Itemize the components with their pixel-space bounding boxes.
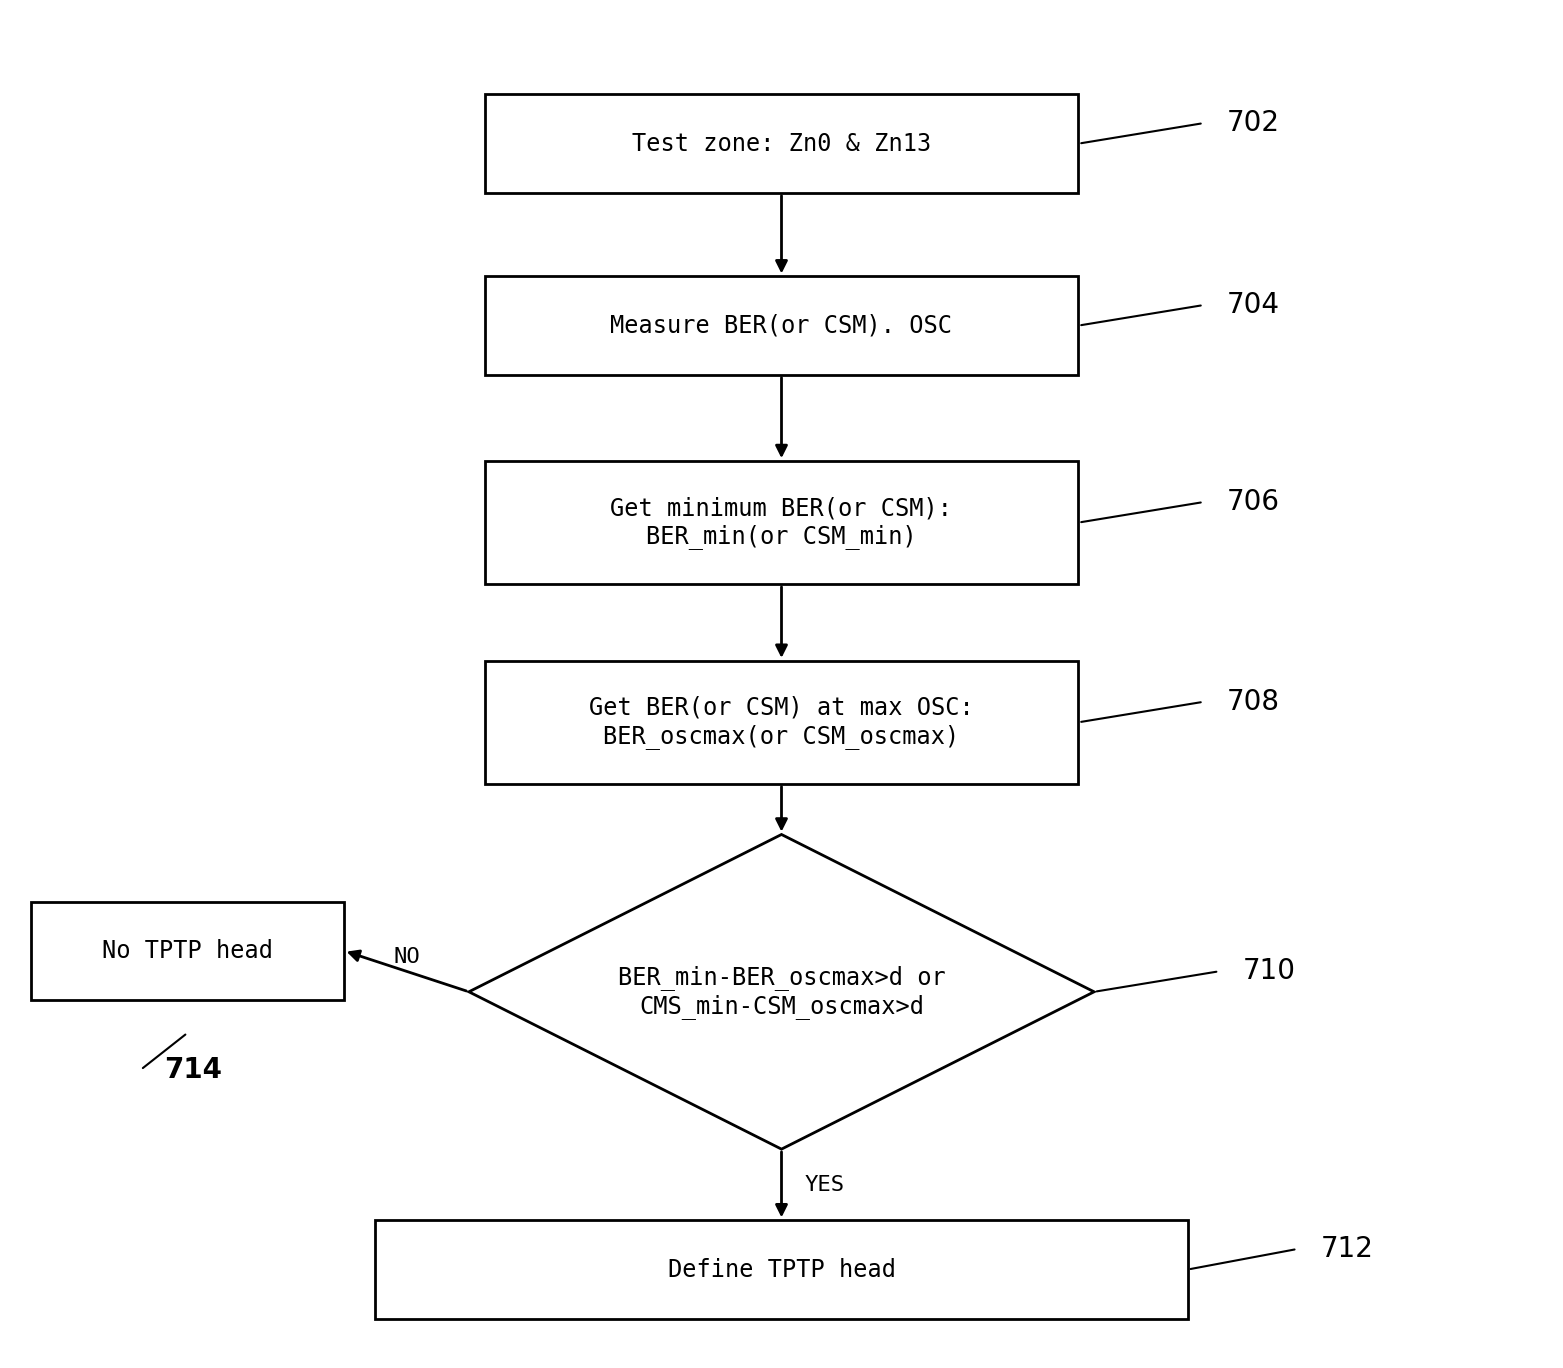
Text: NO: NO: [392, 947, 420, 967]
Text: 708: 708: [1227, 688, 1280, 715]
Text: Measure BER(or CSM). OSC: Measure BER(or CSM). OSC: [611, 313, 952, 338]
Text: Test zone: Zn0 & Zn13: Test zone: Zn0 & Zn13: [631, 131, 932, 156]
Text: YES: YES: [805, 1175, 846, 1194]
Text: BER_min-BER_oscmax>d or
CMS_min-CSM_oscmax>d: BER_min-BER_oscmax>d or CMS_min-CSM_oscm…: [617, 964, 946, 1019]
Text: Get BER(or CSM) at max OSC:
BER_oscmax(or CSM_oscmax): Get BER(or CSM) at max OSC: BER_oscmax(o…: [589, 696, 974, 748]
Bar: [31, 902, 344, 1000]
Text: Get minimum BER(or CSM):
BER_min(or CSM_min): Get minimum BER(or CSM): BER_min(or CSM_…: [611, 497, 952, 549]
Bar: [485, 94, 1078, 193]
Text: No TPTP head: No TPTP head: [102, 938, 274, 963]
Bar: [485, 461, 1078, 584]
Polygon shape: [469, 834, 1094, 1149]
Text: 704: 704: [1227, 291, 1280, 319]
Text: 706: 706: [1227, 488, 1280, 516]
Text: 712: 712: [1321, 1235, 1374, 1263]
Text: 714: 714: [164, 1056, 222, 1083]
Text: 702: 702: [1227, 109, 1280, 137]
Bar: [485, 276, 1078, 375]
Text: Define TPTP head: Define TPTP head: [667, 1257, 896, 1282]
Bar: [375, 1220, 1188, 1319]
Bar: [485, 661, 1078, 784]
Text: 710: 710: [1243, 958, 1296, 985]
